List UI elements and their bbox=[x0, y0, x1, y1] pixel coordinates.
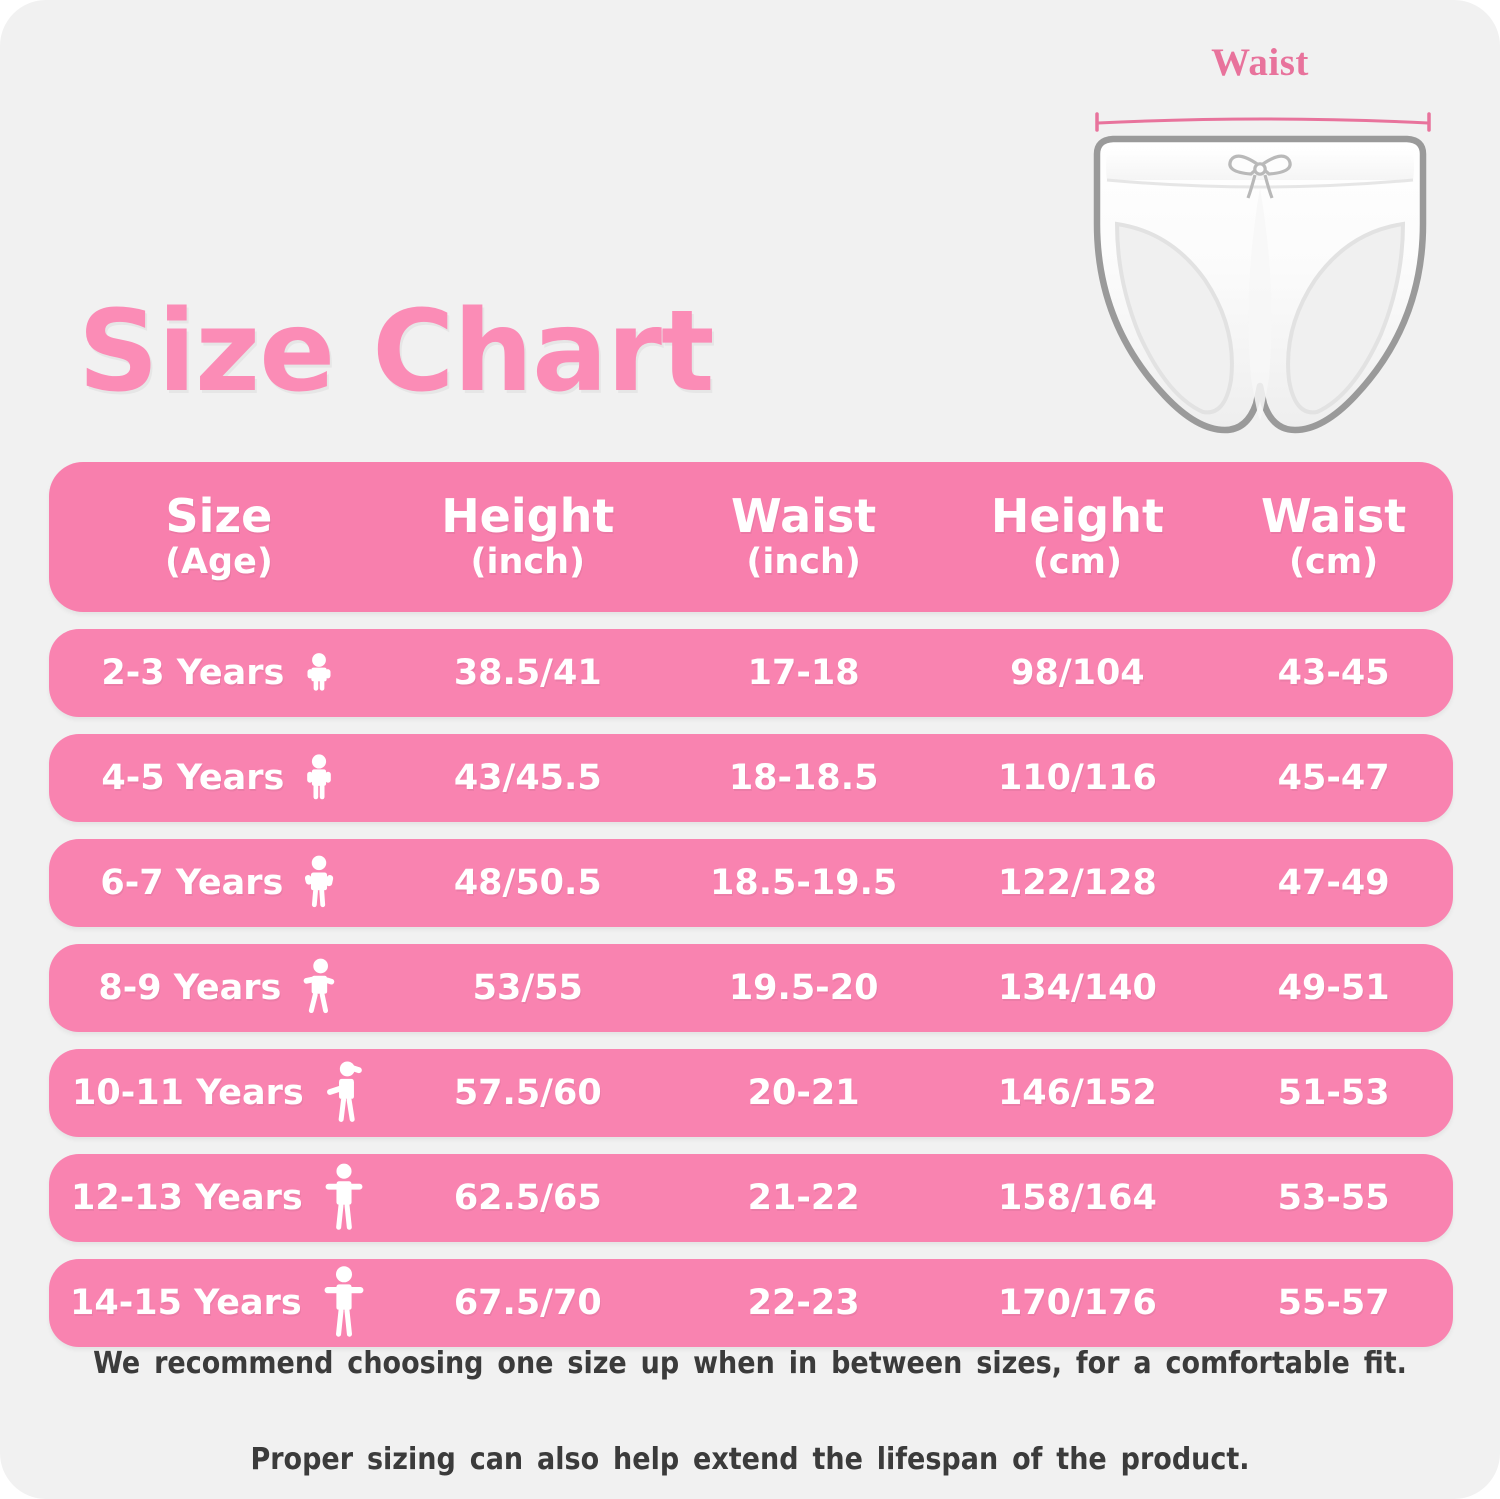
row-height-inch: 43/45.5 bbox=[453, 758, 602, 798]
row-size-cell: 12-13 Years bbox=[49, 1154, 389, 1242]
row-age-label: 4-5 Years bbox=[101, 758, 285, 798]
row-waist-inch: 18-18.5 bbox=[728, 758, 879, 798]
row-waist-cm: 49-51 bbox=[1277, 968, 1390, 1008]
row-age-label: 6-7 Years bbox=[100, 863, 284, 903]
row-height-inch: 48/50.5 bbox=[453, 863, 602, 903]
row-age-label: 14-15 Years bbox=[70, 1283, 302, 1323]
header-unit-size: (Age) bbox=[164, 541, 273, 582]
table-row: 14-15 Years 67.5/70 22-23 170/176 55-57 bbox=[49, 1259, 1453, 1347]
header-unit-height-cm: (cm) bbox=[1032, 541, 1122, 582]
row-waist-cm: 43-45 bbox=[1277, 653, 1390, 693]
row-height-cm: 158/164 bbox=[997, 1178, 1157, 1218]
header-label-height-cm: Height bbox=[990, 489, 1164, 544]
note-line-1: We recommend choosing one size up when i… bbox=[93, 1346, 1407, 1381]
row-age-label: 12-13 Years bbox=[71, 1178, 303, 1218]
row-waist-inch: 19.5-20 bbox=[728, 968, 879, 1008]
table-row: 8-9 Years 53/55 19.5-20 134/140 49-51 bbox=[49, 944, 1453, 1032]
row-waist-inch: 18.5-19.5 bbox=[710, 863, 898, 903]
walking-figure-icon bbox=[304, 958, 335, 1014]
row-waist-cm: 51-53 bbox=[1277, 1073, 1390, 1113]
header-cell-height-cm: Height (cm) bbox=[941, 489, 1215, 582]
child-figure-icon bbox=[307, 754, 332, 800]
row-size-cell: 6-7 Years bbox=[49, 839, 389, 927]
header-unit-waist-cm: (cm) bbox=[1289, 541, 1379, 582]
table-row: 12-13 Years 62.5/65 21-22 158/164 53-55 bbox=[49, 1154, 1453, 1242]
row-height-cm: 170/176 bbox=[997, 1283, 1157, 1323]
row-waist-inch: 17-18 bbox=[747, 653, 860, 693]
briefs-illustration-icon bbox=[1093, 135, 1427, 434]
row-height-inch: 57.5/60 bbox=[453, 1073, 602, 1113]
row-waist-cm: 53-55 bbox=[1277, 1178, 1390, 1218]
size-table: Size (Age) Height (inch) Waist (inch) He… bbox=[49, 462, 1453, 1364]
row-size-cell: 4-5 Years bbox=[49, 734, 389, 822]
header-unit-waist-inch: (inch) bbox=[746, 541, 861, 582]
row-height-inch: 38.5/41 bbox=[453, 653, 602, 693]
table-row: 2-3 Years 38.5/41 17-18 98/104 43-45 bbox=[49, 629, 1453, 717]
header-label-size: Size bbox=[165, 489, 273, 544]
header-cell-size: Size (Age) bbox=[49, 489, 389, 582]
table-row: 10-11 Years 57.5/60 20-21 146/152 51-53 bbox=[49, 1049, 1453, 1137]
header-cell-height-inch: Height (inch) bbox=[389, 489, 667, 582]
header-label-waist-cm: Waist bbox=[1260, 489, 1407, 544]
header-unit-height-inch: (inch) bbox=[470, 541, 586, 582]
toddler-figure-icon bbox=[307, 653, 331, 691]
table-row: 4-5 Years 43/45.5 18-18.5 110/116 45-47 bbox=[49, 734, 1453, 822]
table-header-row: Size (Age) Height (inch) Waist (inch) He… bbox=[49, 462, 1453, 612]
row-waist-inch: 21-22 bbox=[747, 1178, 860, 1218]
header-label-waist-inch: Waist bbox=[730, 489, 877, 544]
row-waist-cm: 47-49 bbox=[1277, 863, 1390, 903]
waist-measure-line-icon bbox=[1095, 112, 1431, 132]
row-height-cm: 98/104 bbox=[1010, 653, 1145, 693]
row-height-cm: 146/152 bbox=[997, 1073, 1157, 1113]
row-waist-cm: 55-57 bbox=[1277, 1283, 1390, 1323]
row-age-label: 8-9 Years bbox=[98, 968, 282, 1008]
row-waist-cm: 45-47 bbox=[1277, 758, 1390, 798]
teen-figure-icon bbox=[324, 1266, 364, 1337]
row-waist-inch: 22-23 bbox=[747, 1283, 860, 1323]
waist-callout-label: Waist bbox=[1211, 41, 1309, 84]
row-height-inch: 53/55 bbox=[472, 968, 583, 1008]
child-figure-icon bbox=[305, 855, 334, 908]
header-label-height-inch: Height bbox=[441, 489, 615, 544]
row-waist-inch: 20-21 bbox=[747, 1073, 860, 1113]
header-cell-waist-inch: Waist (inch) bbox=[667, 489, 941, 582]
row-age-label: 10-11 Years bbox=[72, 1073, 304, 1113]
waving-figure-icon bbox=[326, 1061, 362, 1122]
row-height-inch: 62.5/65 bbox=[453, 1178, 602, 1218]
row-height-cm: 110/116 bbox=[997, 758, 1157, 798]
row-size-cell: 14-15 Years bbox=[49, 1259, 389, 1347]
page-title: Size Chart bbox=[78, 287, 714, 417]
table-row: 6-7 Years 48/50.5 18.5-19.5 122/128 47-4… bbox=[49, 839, 1453, 927]
note-line-2: Proper sizing can also help extend the l… bbox=[250, 1442, 1250, 1477]
row-size-cell: 8-9 Years bbox=[49, 944, 389, 1032]
row-height-inch: 67.5/70 bbox=[453, 1283, 602, 1323]
row-height-cm: 134/140 bbox=[997, 968, 1157, 1008]
row-size-cell: 10-11 Years bbox=[49, 1049, 389, 1137]
teen-figure-icon bbox=[325, 1163, 363, 1230]
row-height-cm: 122/128 bbox=[997, 863, 1157, 903]
row-age-label: 2-3 Years bbox=[101, 653, 285, 693]
row-size-cell: 2-3 Years bbox=[49, 629, 389, 717]
product-illustration-area: Waist bbox=[1055, 40, 1465, 440]
header-cell-waist-cm: Waist (cm) bbox=[1214, 489, 1453, 582]
